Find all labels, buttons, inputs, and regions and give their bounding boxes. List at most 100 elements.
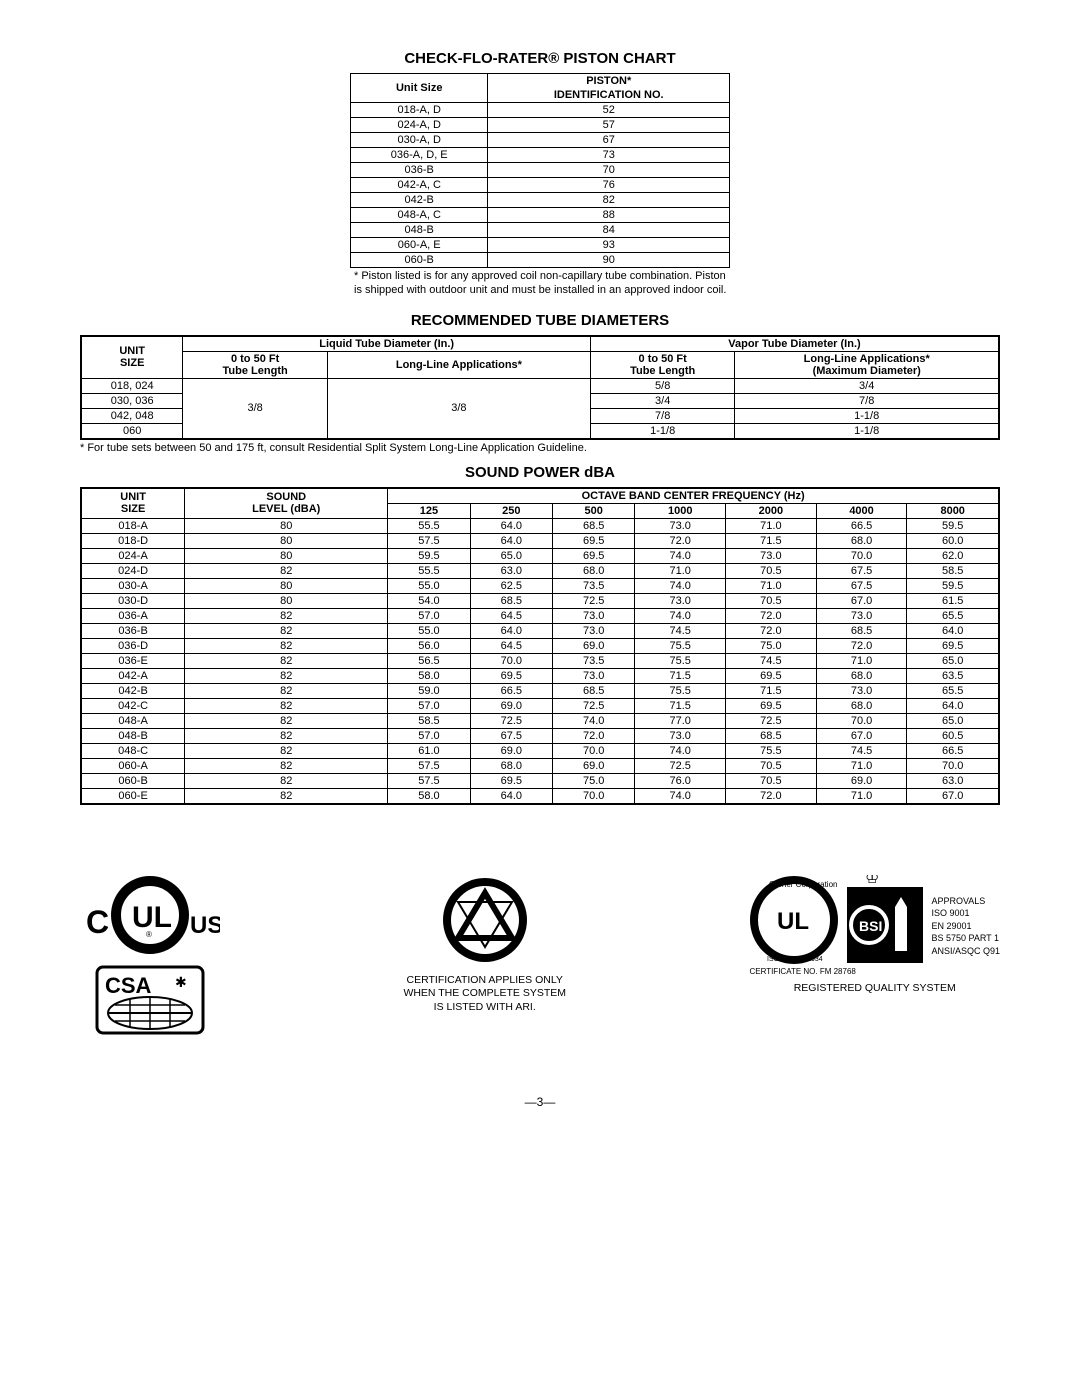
- table-row: 060-B: [81, 773, 185, 788]
- table-row: 58.5: [907, 563, 999, 578]
- table-row: 74.5: [726, 653, 817, 668]
- table-row: 048-C: [81, 743, 185, 758]
- table-row: 72.0: [726, 608, 817, 623]
- table-row: 82: [488, 193, 730, 208]
- sound-th-freq: 500: [553, 503, 635, 518]
- table-row: 72.5: [726, 713, 817, 728]
- table-row: 72.5: [553, 698, 635, 713]
- table-row: 024-A, D: [351, 118, 488, 133]
- table-row: 69.5: [470, 773, 552, 788]
- table-row: 060-A: [81, 758, 185, 773]
- table-row: 73.0: [726, 548, 817, 563]
- table-row: 7/8: [590, 408, 734, 423]
- table-row: 3/8: [183, 378, 327, 439]
- table-row: 64.0: [470, 623, 552, 638]
- table-row: 68.0: [470, 758, 552, 773]
- table-row: 060-B: [351, 253, 488, 268]
- approval-item: ISO 9001: [931, 907, 1000, 920]
- table-row: 69.0: [470, 743, 552, 758]
- approvals-block: APPROVALS ISO 9001EN 29001BS 5750 PART 1…: [931, 875, 1000, 958]
- table-row: 68.5: [553, 518, 635, 533]
- table-row: 72.0: [553, 728, 635, 743]
- table-row: 69.5: [470, 668, 552, 683]
- table-row: 68.5: [726, 728, 817, 743]
- table-row: 71.5: [726, 533, 817, 548]
- table-row: 64.0: [470, 533, 552, 548]
- ul-csa-logos: C UL US ® CSA ✱: [80, 875, 220, 1035]
- table-row: 64.0: [907, 623, 999, 638]
- table-row: 67: [488, 133, 730, 148]
- table-row: 82: [185, 653, 388, 668]
- table-row: 80: [185, 518, 388, 533]
- table-row: 67.0: [816, 728, 907, 743]
- table-row: 64.0: [907, 698, 999, 713]
- table-row: 75.5: [635, 638, 726, 653]
- table-row: 70.5: [726, 758, 817, 773]
- table-row: 042, 048: [81, 408, 183, 423]
- table-row: 72.0: [635, 533, 726, 548]
- table-row: 3/8: [327, 378, 590, 439]
- table-row: 60.0: [907, 533, 999, 548]
- table-row: 69.5: [726, 668, 817, 683]
- table-row: 82: [185, 758, 388, 773]
- table-row: 93: [488, 238, 730, 253]
- table-row: 80: [185, 578, 388, 593]
- table-row: 67.5: [470, 728, 552, 743]
- table-row: 036-B: [351, 163, 488, 178]
- table-row: 69.5: [553, 548, 635, 563]
- table-row: 018-A, D: [351, 103, 488, 118]
- cert-number: CERTIFICATE NO. FM 28768: [749, 967, 1000, 976]
- tube-th-unit: UNIT SIZE: [81, 336, 183, 379]
- table-row: 59.5: [907, 578, 999, 593]
- piston-chart-title: CHECK-FLO-RATER® PISTON CHART: [80, 50, 1000, 67]
- table-row: 018, 024: [81, 378, 183, 393]
- table-row: 68.0: [553, 563, 635, 578]
- table-row: 69.5: [726, 698, 817, 713]
- carrier-ul-logo-icon: UL Carrier Corporation ISO 9001 #A2934: [749, 875, 839, 965]
- table-row: 030-A: [81, 578, 185, 593]
- table-row: 57.5: [388, 773, 470, 788]
- ul-logo-icon: C UL US ®: [80, 875, 220, 955]
- table-row: 1-1/8: [590, 423, 734, 439]
- table-row: 042-B: [81, 683, 185, 698]
- svg-text:♔: ♔: [865, 875, 879, 887]
- table-row: 66.5: [907, 743, 999, 758]
- table-row: 57.0: [388, 608, 470, 623]
- logos-row: C UL US ® CSA ✱ CERTIFICATION APPLIES ON…: [80, 875, 1000, 1035]
- table-row: 80: [185, 533, 388, 548]
- table-row: 030, 036: [81, 393, 183, 408]
- tube-th-llong: Long-Line Applications*: [327, 351, 590, 378]
- svg-text:✱: ✱: [175, 974, 187, 990]
- table-row: 024-A: [81, 548, 185, 563]
- svg-text:BSI: BSI: [859, 918, 882, 934]
- table-row: 52: [488, 103, 730, 118]
- table-row: 060-A, E: [351, 238, 488, 253]
- table-row: 060-E: [81, 788, 185, 804]
- table-row: 036-B: [81, 623, 185, 638]
- table-row: 71.5: [635, 668, 726, 683]
- table-row: 048-B: [81, 728, 185, 743]
- table-row: 048-A: [81, 713, 185, 728]
- table-row: 59.0: [388, 683, 470, 698]
- table-row: 042-B: [351, 193, 488, 208]
- table-row: 65.0: [907, 713, 999, 728]
- table-row: 65.5: [907, 608, 999, 623]
- table-row: 67.5: [816, 578, 907, 593]
- table-row: 64.0: [470, 518, 552, 533]
- table-row: 70.0: [553, 788, 635, 804]
- table-row: 64.5: [470, 608, 552, 623]
- approval-item: ANSI/ASQC Q91: [931, 945, 1000, 958]
- table-row: 024-D: [81, 563, 185, 578]
- approvals-title: APPROVALS: [931, 895, 1000, 908]
- table-row: 82: [185, 773, 388, 788]
- table-row: 72.0: [726, 623, 817, 638]
- csa-logo-icon: CSA ✱: [95, 965, 205, 1035]
- approval-item: BS 5750 PART 1: [931, 932, 1000, 945]
- page-number: —3—: [80, 1095, 1000, 1109]
- table-row: 59.5: [907, 518, 999, 533]
- table-row: 59.5: [388, 548, 470, 563]
- table-row: 72.5: [635, 758, 726, 773]
- table-row: 75.0: [726, 638, 817, 653]
- table-row: 1-1/8: [735, 408, 999, 423]
- svg-text:Carrier Corporation: Carrier Corporation: [769, 880, 837, 889]
